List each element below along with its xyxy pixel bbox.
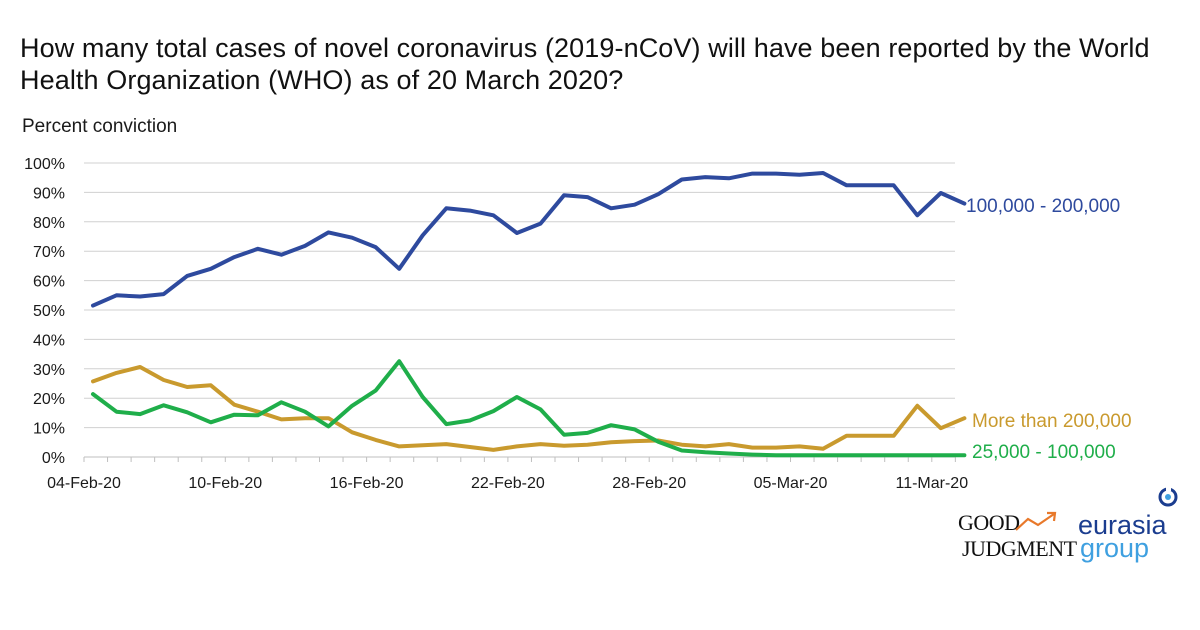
- y-axis-label: Percent conviction: [22, 116, 177, 137]
- series-label-1: More than 200,000: [972, 411, 1132, 432]
- x-tick-label: 05-Mar-20: [754, 475, 828, 492]
- series-line-2: [91, 359, 967, 458]
- y-tick-label: 0%: [42, 450, 65, 467]
- x-tick-label: 11-Mar-20: [895, 475, 968, 492]
- y-tick-label: 30%: [33, 362, 65, 379]
- y-tick-label: 90%: [33, 185, 65, 202]
- y-tick-label: 50%: [33, 303, 65, 320]
- x-tick-label: 10-Feb-20: [188, 475, 262, 492]
- series-label-0: 100,000 - 200,000: [966, 196, 1120, 217]
- eurasia-emblem-icon: [1158, 486, 1178, 507]
- x-tick-label: 22-Feb-20: [471, 475, 545, 492]
- y-tick-label: 10%: [33, 421, 65, 438]
- series-lines: [91, 171, 967, 458]
- x-tick-label: 16-Feb-20: [330, 475, 404, 492]
- series-labels: 100,000 - 200,000 More than 200,000 25,000…: [966, 196, 1132, 463]
- axes: 0% 10% 20% 30% 40% 50% 60% 70% 80% 90% 100% 04-Feb-…: [24, 156, 968, 492]
- series-line-1: [91, 365, 967, 452]
- chart-title: How many total cases of novel coronaviru…: [20, 33, 1150, 95]
- eurasia-logo-line1: eurasia: [1078, 510, 1167, 540]
- good-judgment-logo-line1: GOOD: [958, 510, 1020, 535]
- x-tick-label: 28-Feb-20: [612, 475, 686, 492]
- y-tick-label: 60%: [33, 274, 65, 291]
- eurasia-group-logo: eurasia group: [1078, 486, 1190, 566]
- y-tick-label: 100%: [24, 156, 65, 173]
- y-tick-label: 40%: [33, 332, 65, 349]
- y-tick-label: 20%: [33, 391, 65, 408]
- gridlines: [84, 162, 955, 429]
- good-judgment-logo: GOOD JUDGMENT: [958, 508, 1077, 563]
- y-tick-label: 70%: [33, 244, 65, 261]
- eurasia-logo-line2: group: [1080, 533, 1150, 563]
- y-tick-label: 80%: [33, 215, 65, 232]
- good-judgment-logo-line2: JUDGMENT: [962, 536, 1077, 561]
- x-tick-label: 04-Feb-20: [47, 475, 121, 492]
- trend-arrow-icon: [1015, 511, 1057, 531]
- series-label-2: 25,000 - 100,000: [972, 442, 1116, 463]
- series-line-0: [91, 171, 967, 308]
